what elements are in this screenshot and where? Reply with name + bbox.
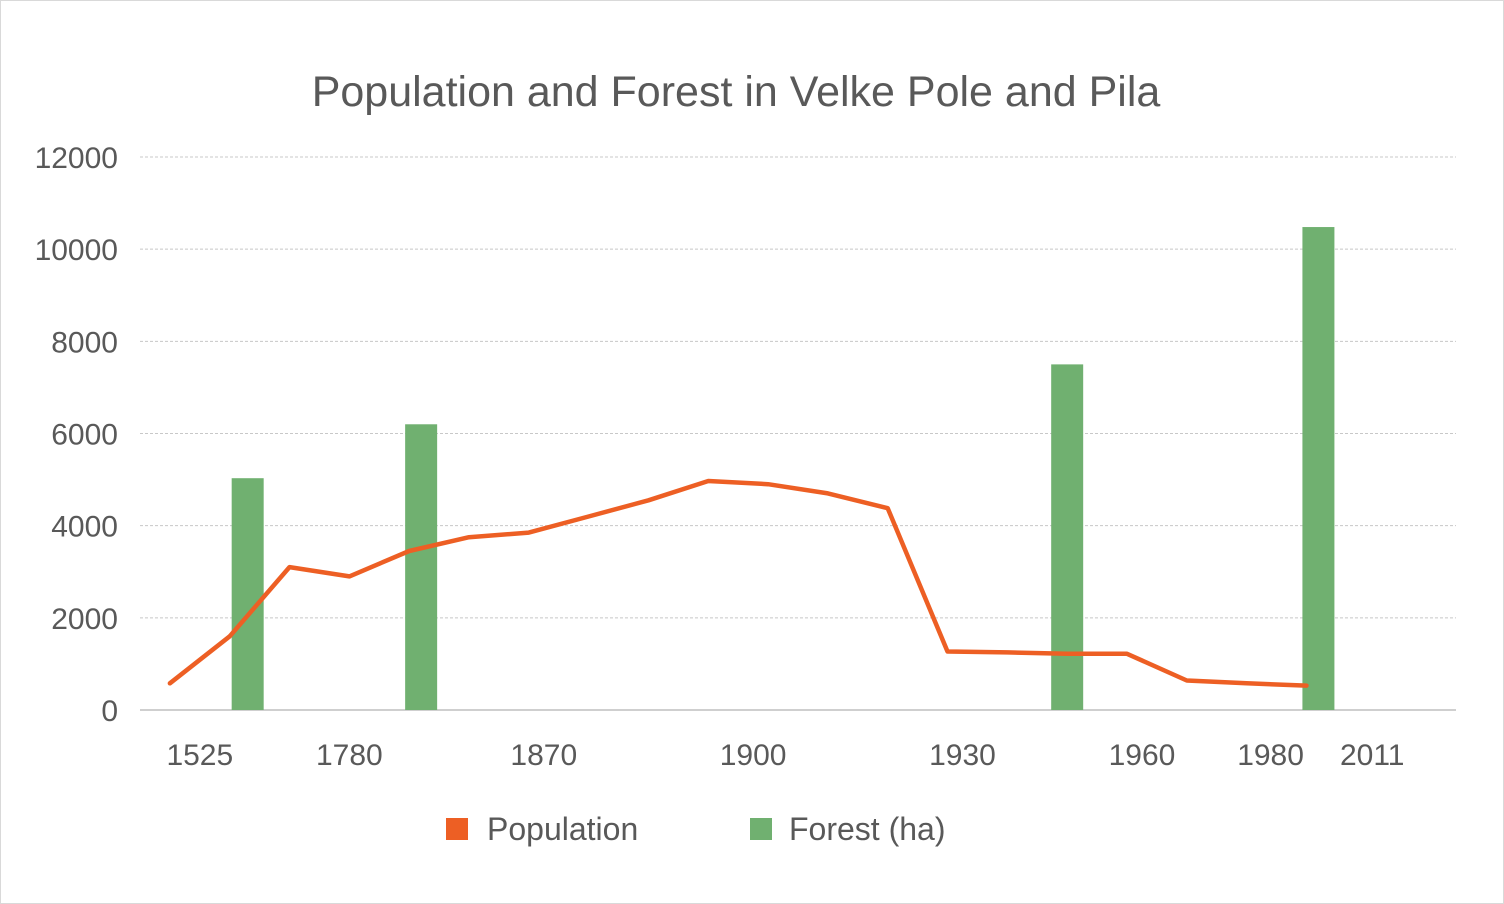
x-tick-label: 1900 — [720, 739, 787, 772]
y-tick-label: 2000 — [51, 603, 118, 636]
y-tick-label: 10000 — [35, 234, 118, 267]
x-tick-label: 1525 — [166, 739, 233, 772]
y-tick-label: 12000 — [35, 142, 118, 175]
x-tick-label: 1930 — [929, 739, 996, 772]
x-tick-label: 1960 — [1109, 739, 1176, 772]
gridlines — [140, 156, 1456, 711]
y-tick-label: 6000 — [51, 419, 118, 452]
y-tick-label: 4000 — [51, 511, 118, 544]
legend-swatch-forest — [750, 818, 772, 840]
forest-bar — [1302, 227, 1335, 710]
forest-bars — [231, 227, 1335, 710]
y-tick-label: 8000 — [51, 326, 118, 359]
y-axis-ticks: 0 2000 4000 6000 8000 10000 12000 — [35, 142, 118, 728]
legend: Population Forest (ha) — [446, 811, 945, 847]
chart-title: Population and Forest in Velke Pole and … — [312, 68, 1161, 116]
forest-bar — [1051, 364, 1084, 710]
forest-bar — [231, 478, 264, 710]
legend-swatch-population — [446, 818, 468, 840]
x-axis-ticks: 1525 1780 1870 1900 1930 1960 1980 2011 — [166, 739, 1404, 772]
legend-label-population: Population — [487, 811, 638, 847]
x-tick-label: 1980 — [1237, 739, 1304, 772]
population-line — [167, 478, 1309, 688]
legend-label-forest: Forest (ha) — [789, 811, 945, 847]
forest-bar — [405, 424, 438, 710]
population-line-group — [167, 478, 1309, 688]
x-tick-label: 1870 — [510, 739, 577, 772]
x-tick-label: 1780 — [316, 739, 383, 772]
y-tick-label: 0 — [101, 695, 118, 728]
x-tick-label: 2011 — [1340, 739, 1405, 772]
